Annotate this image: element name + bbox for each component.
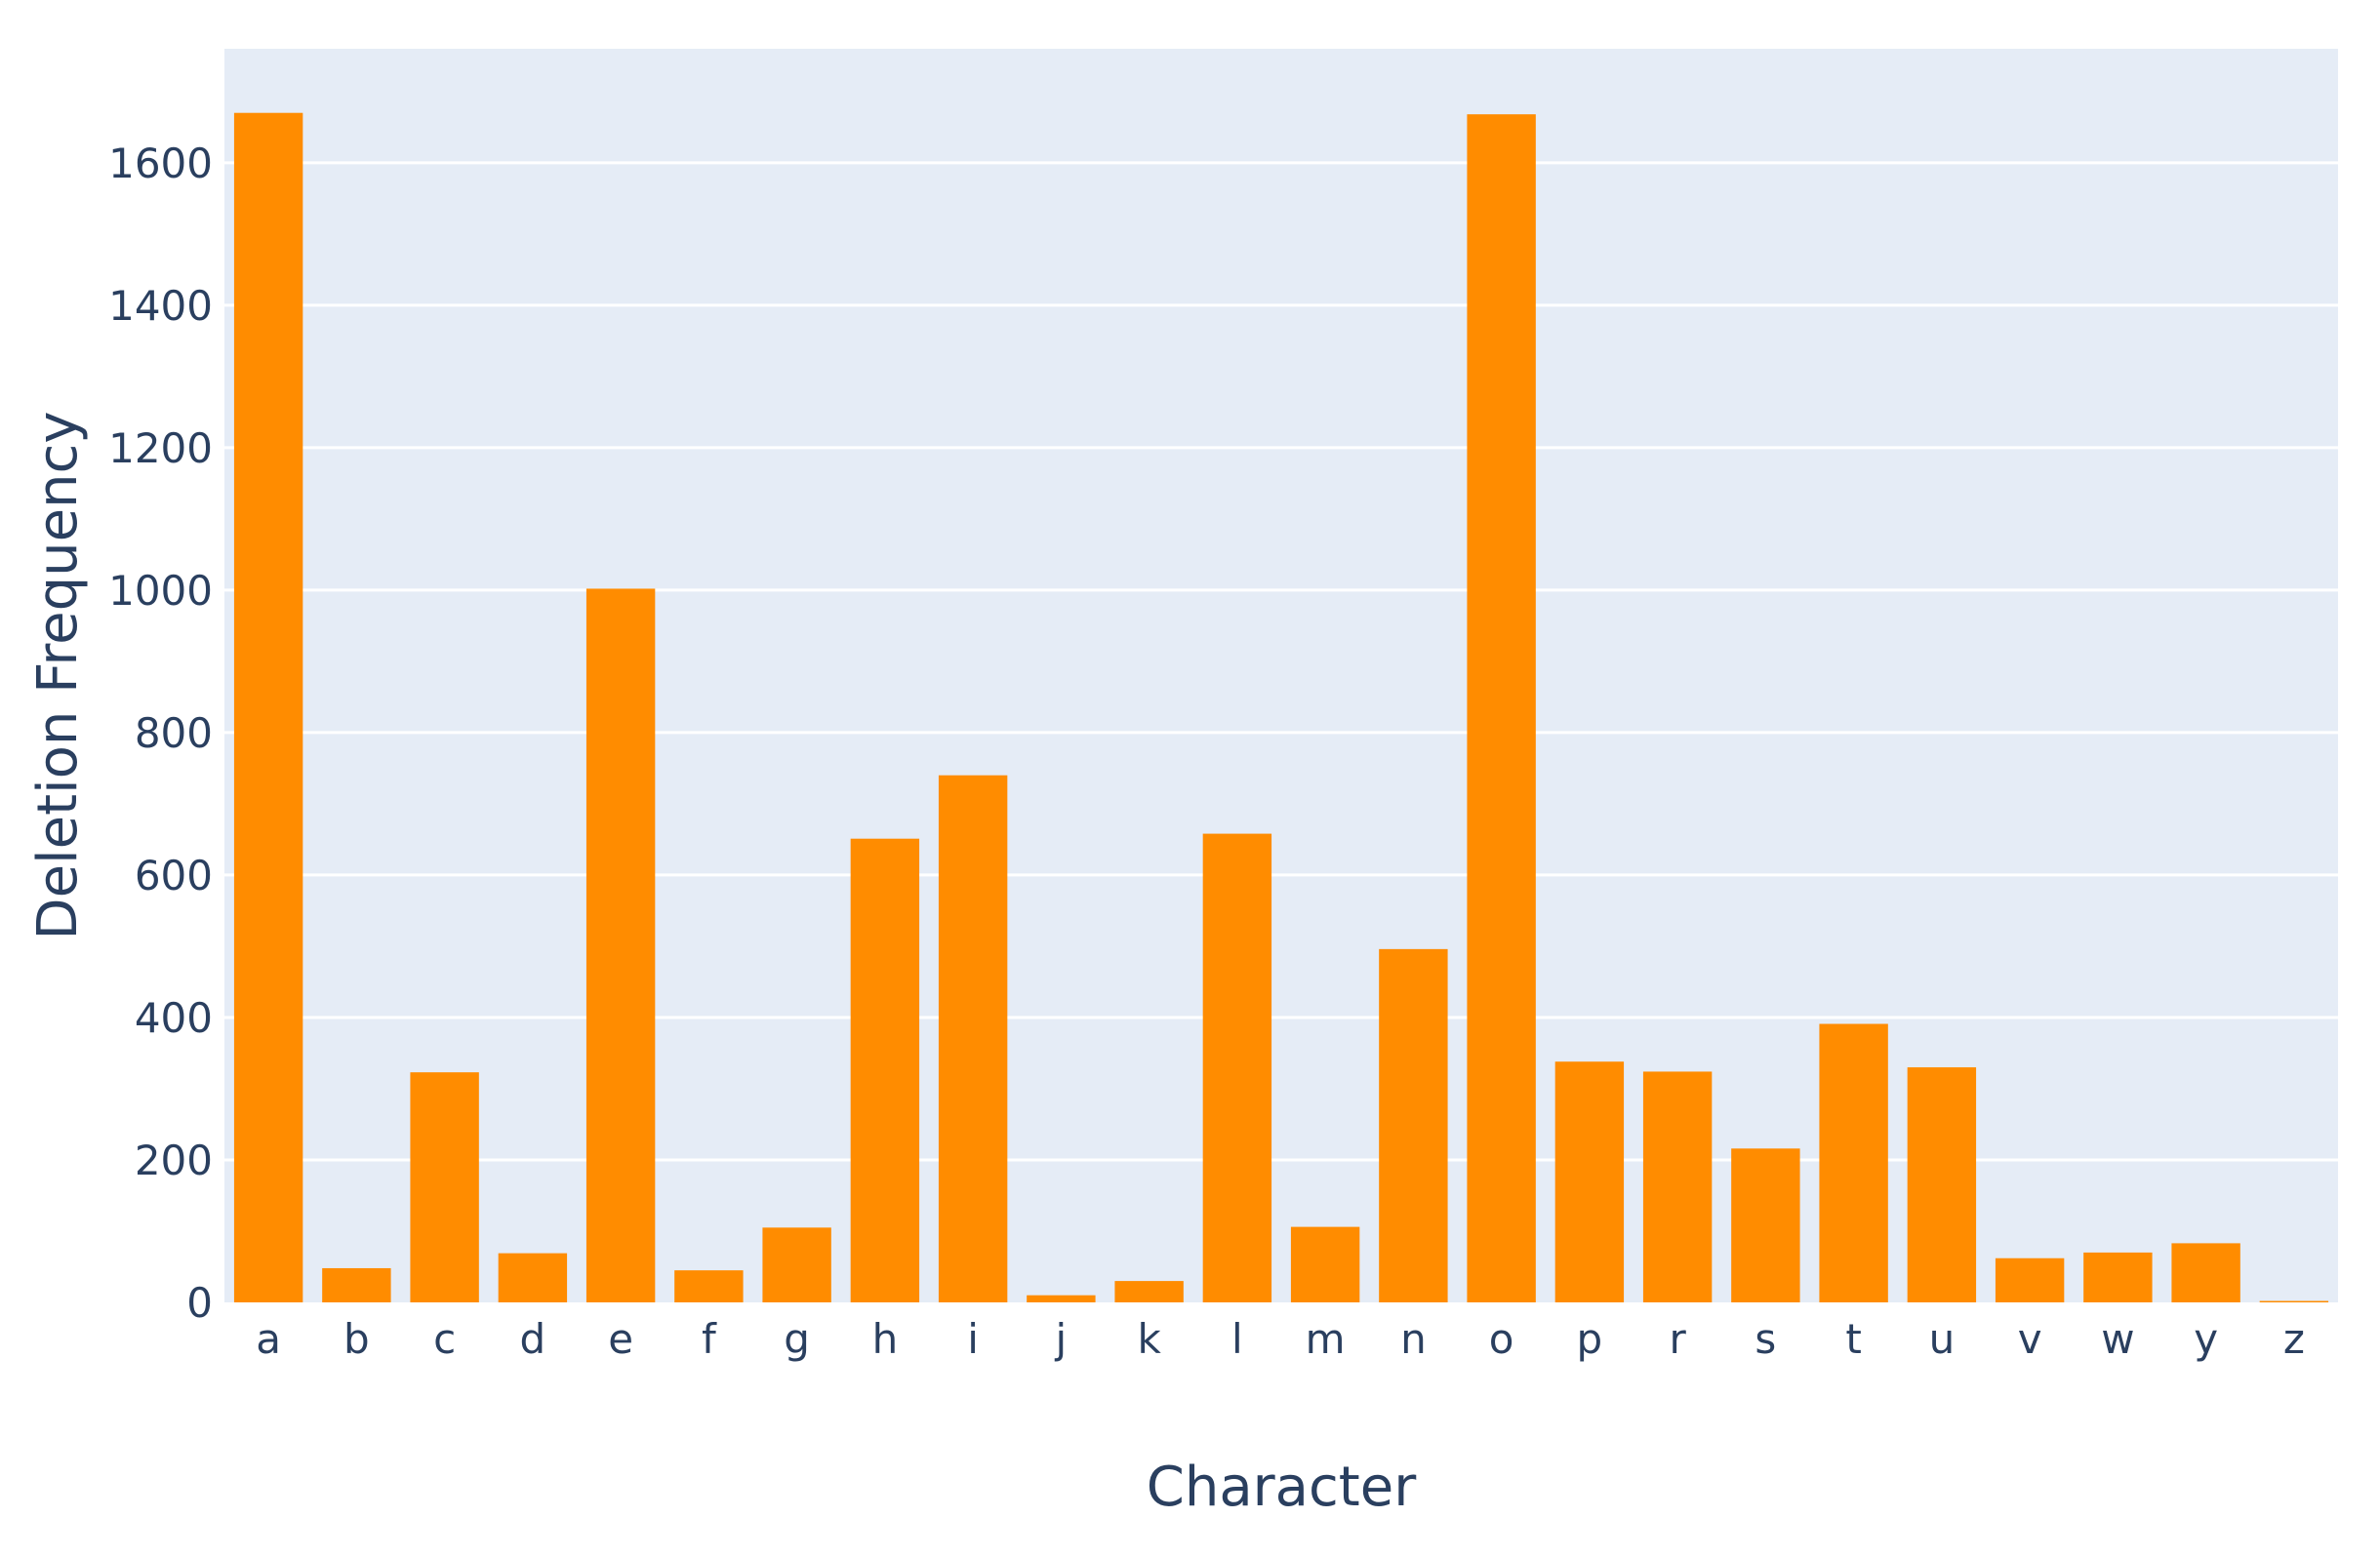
- y-tick-label: 1200: [108, 424, 213, 472]
- bar-f: [674, 1270, 744, 1302]
- bar-v: [1995, 1258, 2065, 1302]
- x-tick-label: z: [2283, 1315, 2305, 1363]
- bar-h: [850, 838, 920, 1302]
- x-tick-label: a: [256, 1315, 281, 1363]
- bar-j: [1027, 1295, 1096, 1302]
- y-tick-label: 800: [135, 709, 213, 757]
- bar-y: [2171, 1243, 2240, 1302]
- x-tick-label: s: [1755, 1315, 1776, 1363]
- x-tick-label: v: [2018, 1315, 2042, 1363]
- x-tick-label: m: [1306, 1315, 1346, 1363]
- x-tick-label: d: [520, 1315, 546, 1363]
- bars: [233, 112, 2329, 1303]
- x-tick-label: e: [608, 1315, 633, 1363]
- x-tick-label: i: [967, 1315, 979, 1363]
- x-tick-label: r: [1669, 1315, 1686, 1363]
- x-tick-label: w: [2101, 1315, 2134, 1363]
- bar-d: [498, 1253, 568, 1302]
- x-tick-label: g: [784, 1315, 810, 1363]
- y-tick-label: 1600: [108, 140, 213, 187]
- y-tick-label: 0: [186, 1279, 213, 1327]
- y-tick-label: 1400: [108, 282, 213, 330]
- x-tick-label: k: [1137, 1315, 1161, 1363]
- bar-n: [1379, 948, 1448, 1302]
- y-tick-label: 200: [135, 1137, 213, 1184]
- bar-b: [322, 1267, 391, 1302]
- plot-area: [224, 49, 2338, 1302]
- x-tick-label: f: [702, 1315, 717, 1363]
- y-axis-ticks: 0 200 400 600 800 1000 1200 1400 1600: [108, 140, 213, 1327]
- gridlines: [224, 161, 2338, 1162]
- bar-e: [585, 588, 656, 1302]
- x-tick-label: j: [1055, 1315, 1068, 1363]
- x-tick-label: n: [1400, 1315, 1427, 1363]
- bar-w: [2083, 1252, 2153, 1302]
- bar-p: [1554, 1061, 1625, 1302]
- bar-t: [1819, 1023, 1888, 1302]
- bar-o: [1467, 114, 1536, 1303]
- bar-u: [1907, 1067, 1977, 1302]
- bar-z: [2259, 1300, 2329, 1302]
- x-axis-title: Character: [1147, 1456, 1417, 1519]
- x-tick-label: b: [343, 1315, 370, 1363]
- y-tick-label: 1000: [108, 567, 213, 615]
- bar-m: [1290, 1226, 1360, 1302]
- bar-i: [938, 775, 1008, 1302]
- bar-c: [410, 1072, 479, 1302]
- y-tick-label: 400: [135, 994, 213, 1042]
- bar-l: [1202, 833, 1272, 1302]
- x-tick-label: y: [2194, 1315, 2218, 1363]
- x-tick-label: o: [1489, 1315, 1514, 1363]
- bar-r: [1642, 1071, 1713, 1302]
- x-tick-label: h: [872, 1315, 899, 1363]
- x-tick-label: l: [1231, 1315, 1243, 1363]
- y-axis-title: Deletion Frequency: [26, 412, 90, 940]
- bar-g: [762, 1227, 831, 1302]
- bar-a: [233, 112, 303, 1303]
- x-tick-label: p: [1577, 1315, 1603, 1363]
- x-tick-label: t: [1845, 1315, 1861, 1363]
- x-tick-label: u: [1929, 1315, 1956, 1363]
- y-tick-label: 600: [135, 852, 213, 899]
- bar-s: [1731, 1148, 1800, 1302]
- x-tick-label: c: [433, 1315, 456, 1363]
- bar-k: [1114, 1281, 1184, 1302]
